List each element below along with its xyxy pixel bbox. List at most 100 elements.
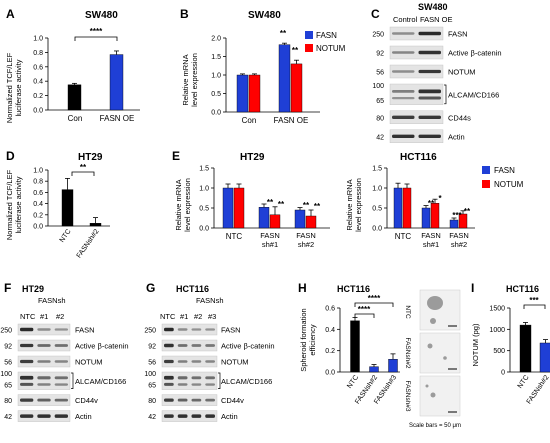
- f-band-lower: [20, 382, 34, 386]
- f-band: [54, 328, 68, 331]
- e1-x-tick-label: FASN: [296, 231, 316, 240]
- spheroid-fasnsh2-a: [427, 343, 433, 349]
- panel-b-plot: 0.0 0.5 1.0 1.5 2.0 Con FASN OE ** **: [211, 29, 320, 125]
- i-sig-bracket: [523, 304, 546, 309]
- e1-bar: [294, 209, 306, 229]
- b-bar: [236, 74, 249, 113]
- e2-y-tick-label: 0.5: [372, 206, 382, 213]
- g-band: [164, 398, 174, 402]
- g-protein-label: ALCAM/CD166: [221, 377, 272, 386]
- panel-g-blot: FASN 250 Active β-catenin 92 NOTUM 56 ALCAM/CD…: [144, 323, 275, 422]
- h-bar: [388, 359, 398, 373]
- c-band: [392, 70, 415, 73]
- panel-b-ylabel-1: Relative mRNA: [181, 54, 190, 105]
- g-mw-label: 250: [144, 328, 156, 335]
- c-protein-label: CD44s: [448, 113, 471, 122]
- panel-b-title: SW480: [248, 10, 281, 21]
- panel-d-plot: 0.0 0.2 0.4 0.6 0.8 1.0 NTC FASNsh#2 **: [33, 163, 110, 260]
- f-mw-label: 92: [4, 344, 12, 351]
- c-protein-label: ALCAM/CD166: [448, 90, 499, 99]
- c-band: [418, 31, 441, 36]
- e2-x-tick-label: NTC: [395, 232, 412, 241]
- c-band: [418, 50, 441, 55]
- c-protein-label: Actin: [448, 132, 465, 141]
- f-protein-label: Actin: [75, 412, 92, 421]
- i-y-tick-label: 0: [501, 370, 505, 377]
- panel-g-col-3: #2: [194, 312, 202, 321]
- h-y-tick-label: 0.0: [325, 370, 335, 377]
- f-protein-label: ALCAM/CD166: [75, 377, 126, 386]
- f-band: [54, 376, 68, 380]
- g-band: [177, 414, 188, 418]
- e1-x-tick-label: NTC: [226, 232, 243, 241]
- d-y-tick-label: 0.2: [33, 212, 43, 219]
- e1-x-tick-label: sh#2: [298, 240, 314, 249]
- c-mw-label: 250: [372, 32, 384, 39]
- legend-e-fasn-swatch: [482, 166, 490, 174]
- e2-bar: [421, 207, 431, 229]
- h-y-tick-label: 0.2: [325, 348, 335, 355]
- panel-d-ylabel-1: Normalized TCF/LEF: [5, 169, 14, 240]
- e2-bar: [393, 187, 403, 229]
- d-sig-label: **: [80, 163, 87, 172]
- legend-e-notum-label: NOTUM: [494, 180, 524, 189]
- d-x-tick-label: NTC: [59, 228, 73, 244]
- a-y-tick-label: 0.6: [33, 64, 43, 71]
- f-band: [54, 344, 68, 347]
- a-x-tick-label: Con: [68, 114, 83, 123]
- g-band: [205, 398, 215, 402]
- e2-x-tick-label: FASN: [449, 231, 469, 240]
- panel-f-title: HT29: [22, 284, 44, 294]
- g-blot-strip: [161, 394, 218, 406]
- g-band: [177, 360, 188, 363]
- c-blot-strip: [389, 45, 444, 60]
- g-band-lower: [177, 383, 188, 386]
- g-band: [164, 343, 174, 348]
- c-mw-label: 65: [376, 98, 384, 105]
- f-band: [20, 359, 34, 364]
- g-alcam-bracket: [218, 372, 221, 389]
- f-band: [37, 398, 51, 402]
- g-band: [177, 328, 188, 331]
- g-band: [164, 375, 174, 380]
- e2-y-tick-label: 1.0: [372, 186, 382, 193]
- legend-fasn-swatch: [305, 31, 313, 39]
- legend-notum-label: NOTUM: [316, 44, 346, 53]
- panel-d-ylabel-2: luciferase activity: [14, 176, 23, 233]
- panel-g: G HCT116 FASNsh NTC #1 #2 #3 FASN 250 Acti…: [144, 281, 275, 422]
- image-label-fasnsh2: FASNsh#2: [404, 337, 411, 368]
- c-protein-label: FASN: [448, 30, 468, 39]
- g-band: [205, 344, 215, 347]
- f-band: [20, 327, 34, 332]
- c-band-lower: [392, 97, 415, 100]
- g-blot-strip: [161, 323, 218, 336]
- c-mw-label: 80: [376, 115, 384, 122]
- e1-bar: [305, 215, 317, 229]
- panel-i-ylabel: NOTUM (pg): [471, 323, 480, 366]
- e1-bar: [269, 214, 281, 229]
- g-band-lower: [164, 382, 174, 386]
- h-y-tick-label: 0.6: [325, 306, 335, 313]
- e2-sig-2: *: [438, 194, 442, 203]
- g-band: [164, 414, 174, 418]
- h-x-tick-label: NTC: [346, 374, 360, 390]
- c-band: [418, 89, 441, 94]
- panel-b-ylabel-2: level expression: [190, 53, 199, 107]
- g-blot-strip: [161, 410, 218, 422]
- c-band: [392, 134, 415, 139]
- c-band: [418, 134, 441, 139]
- legend-e-notum-swatch: [482, 180, 490, 188]
- c-alcam-bracket: [444, 84, 447, 105]
- c-blot-strip: [389, 64, 444, 79]
- f-alcam-bracket: [71, 372, 74, 389]
- g-band: [205, 414, 215, 418]
- g-mw-label: 100: [144, 371, 156, 378]
- panel-e: E HT29 Relative mRNA level expression 0.…: [172, 149, 524, 249]
- panel-a-ylabel-1: Normalized TCF/LEF: [5, 52, 14, 123]
- e2-y-tick-label: 0.0: [372, 226, 382, 233]
- image-label-fasnsh3: FASNsh#3: [404, 380, 411, 411]
- h-sig-bracket-1: [354, 313, 375, 318]
